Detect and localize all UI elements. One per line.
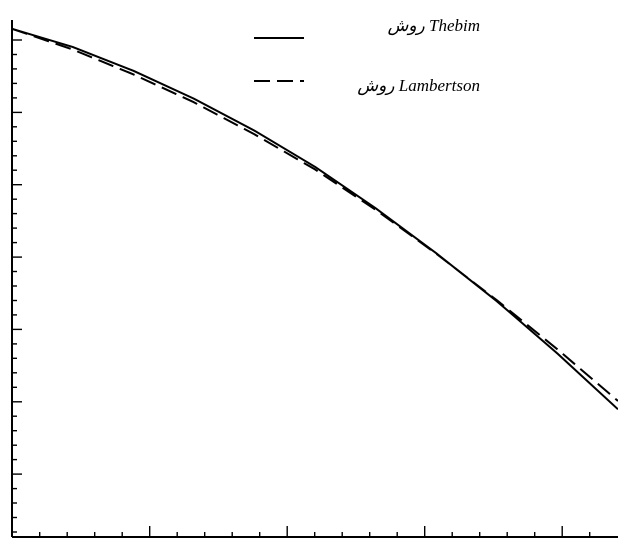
legend-label-thebim: روش Thebim	[388, 16, 480, 36]
chart-legend: روش Thebim روش Lambertson	[254, 16, 480, 96]
x-axis-ticks	[39, 526, 591, 537]
series-line-thebim	[11, 27, 618, 411]
y-axis-ticks	[12, 39, 22, 533]
chart-axes	[11, 20, 618, 538]
legend-label-lambertson: روش Lambertson	[357, 76, 480, 96]
series-line-lambertson	[11, 27, 618, 402]
series-layer	[11, 27, 618, 411]
